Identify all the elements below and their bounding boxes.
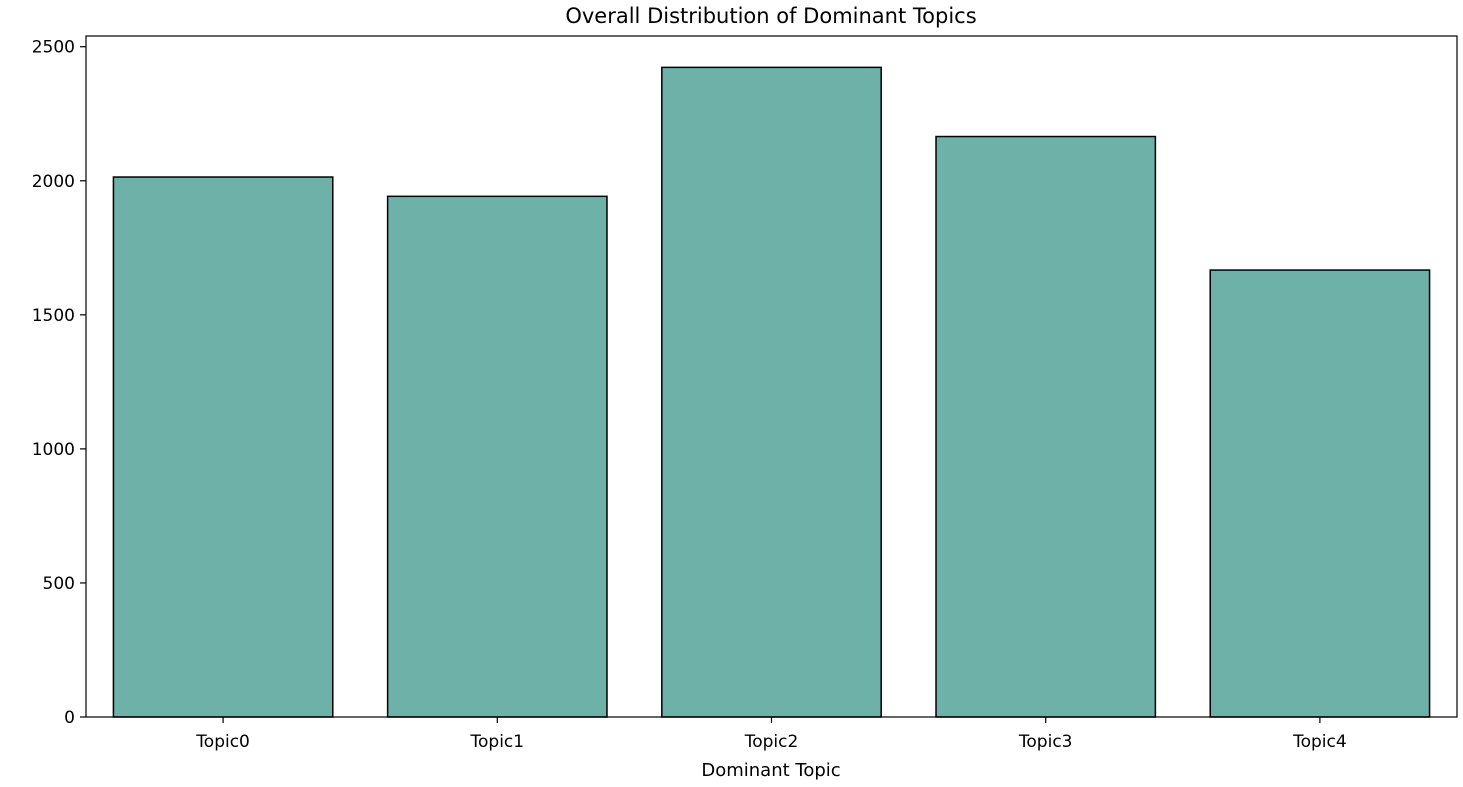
x-tick-label: Topic1 — [470, 732, 525, 752]
x-axis: Topic0 Topic1 Topic2 Topic3 Topic4 — [195, 717, 1347, 752]
bar-topic1 — [386, 195, 608, 718]
bar-topic0 — [112, 176, 334, 718]
x-tick-label: Topic0 — [195, 732, 250, 752]
y-tick-label: 0 — [64, 708, 75, 728]
bar-topic2 — [661, 66, 882, 718]
y-axis: 0 500 1000 1500 2000 2500 — [32, 38, 86, 728]
plot-frame — [85, 35, 1458, 718]
x-tick-label: Topic2 — [744, 732, 799, 752]
y-tick-label: 2500 — [32, 38, 75, 58]
bars-layer — [112, 66, 1431, 718]
x-axis-label: Dominant Topic — [701, 760, 840, 781]
y-tick-label: 500 — [43, 574, 75, 594]
bar-topic4 — [1209, 269, 1431, 718]
bar-topic3 — [935, 135, 1157, 718]
y-tick-label: 1500 — [32, 306, 75, 326]
x-tick-label: Topic4 — [1292, 732, 1347, 752]
y-tick-label: 2000 — [32, 172, 75, 192]
y-tick-label: 1000 — [32, 440, 75, 460]
chart-title: Overall Distribution of Dominant Topics — [565, 4, 976, 28]
x-tick-label: Topic3 — [1018, 732, 1073, 752]
